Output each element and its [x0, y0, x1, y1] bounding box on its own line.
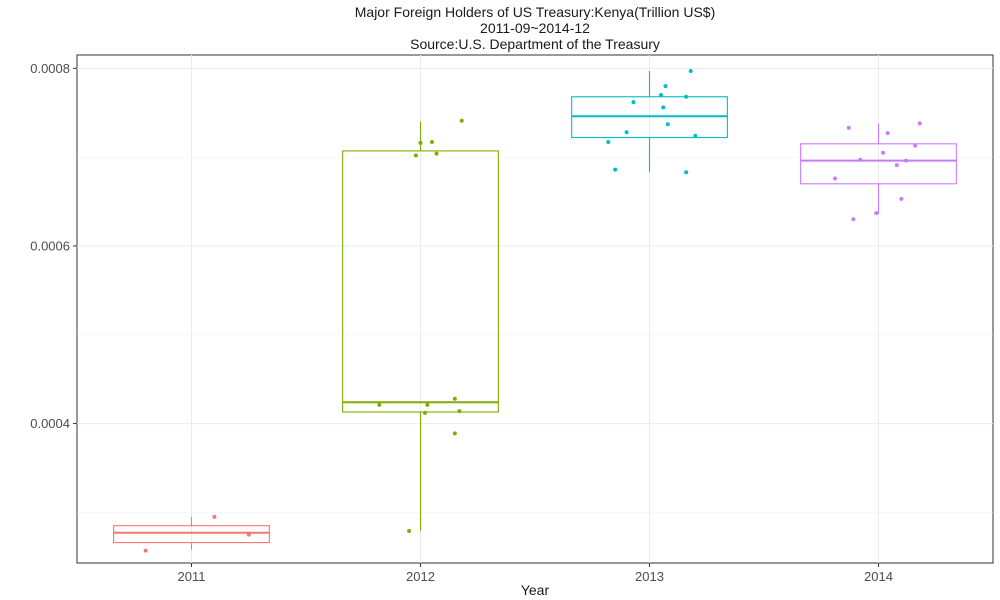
- data-point: [429, 140, 434, 145]
- data-point: [613, 167, 618, 172]
- data-point: [903, 158, 908, 163]
- axes: 0.0004 0.0006 0.0008 2011 2012 2013 2014: [30, 61, 893, 584]
- x-tick-label: 2012: [406, 569, 435, 584]
- chart-title-block: Major Foreign Holders of US Treasury:Ken…: [0, 4, 1000, 52]
- data-point: [452, 396, 457, 401]
- boxes: [113, 70, 957, 550]
- data-point: [894, 163, 899, 168]
- box-2012: [342, 121, 499, 532]
- data-point: [624, 130, 629, 135]
- box-2013: [571, 70, 728, 173]
- x-tick-label: 2011: [178, 569, 206, 584]
- data-point: [407, 529, 412, 534]
- data-point: [874, 211, 879, 216]
- data-point: [457, 409, 462, 414]
- x-tick-label: 2013: [635, 569, 664, 584]
- data-points: [143, 68, 922, 553]
- chart-subtitle: 2011-09~2014-12: [480, 20, 590, 36]
- data-point: [663, 84, 668, 89]
- data-point: [377, 402, 382, 407]
- data-point: [688, 68, 693, 73]
- box-2014: [800, 123, 957, 214]
- data-point: [631, 100, 636, 105]
- data-point: [418, 140, 423, 145]
- box-iqr: [800, 143, 957, 185]
- data-point: [684, 94, 689, 99]
- data-point: [246, 532, 251, 537]
- data-point: [425, 402, 430, 407]
- data-point: [899, 196, 904, 201]
- data-point: [832, 176, 837, 181]
- chart-source: Source:U.S. Department of the Treasury: [410, 36, 660, 52]
- data-point: [212, 514, 217, 519]
- data-point: [917, 121, 922, 126]
- data-point: [143, 548, 148, 553]
- data-point: [606, 140, 611, 145]
- x-tick-label: 2014: [864, 569, 893, 584]
- data-point: [684, 170, 689, 175]
- data-point: [858, 157, 863, 162]
- data-point: [423, 410, 428, 415]
- box-iqr: [113, 525, 270, 544]
- data-point: [661, 105, 666, 110]
- data-point: [846, 125, 851, 130]
- data-point: [665, 122, 670, 127]
- data-point: [851, 217, 856, 222]
- y-tick-label: 0.0008: [30, 61, 70, 76]
- y-tick-label: 0.0004: [30, 416, 70, 431]
- data-point: [885, 131, 890, 136]
- x-axis-title: Year: [521, 582, 550, 598]
- y-tick-label: 0.0006: [30, 238, 70, 253]
- box-2011: [113, 516, 270, 550]
- data-point: [881, 150, 886, 155]
- data-point: [459, 118, 464, 123]
- box-iqr: [342, 150, 499, 413]
- plot-panel: [76, 54, 994, 564]
- data-point: [658, 92, 663, 97]
- data-point: [413, 153, 418, 158]
- data-point: [693, 133, 698, 138]
- data-point: [452, 431, 457, 436]
- data-point: [913, 143, 918, 148]
- chart-title: Major Foreign Holders of US Treasury:Ken…: [354, 4, 716, 20]
- data-point: [434, 151, 439, 156]
